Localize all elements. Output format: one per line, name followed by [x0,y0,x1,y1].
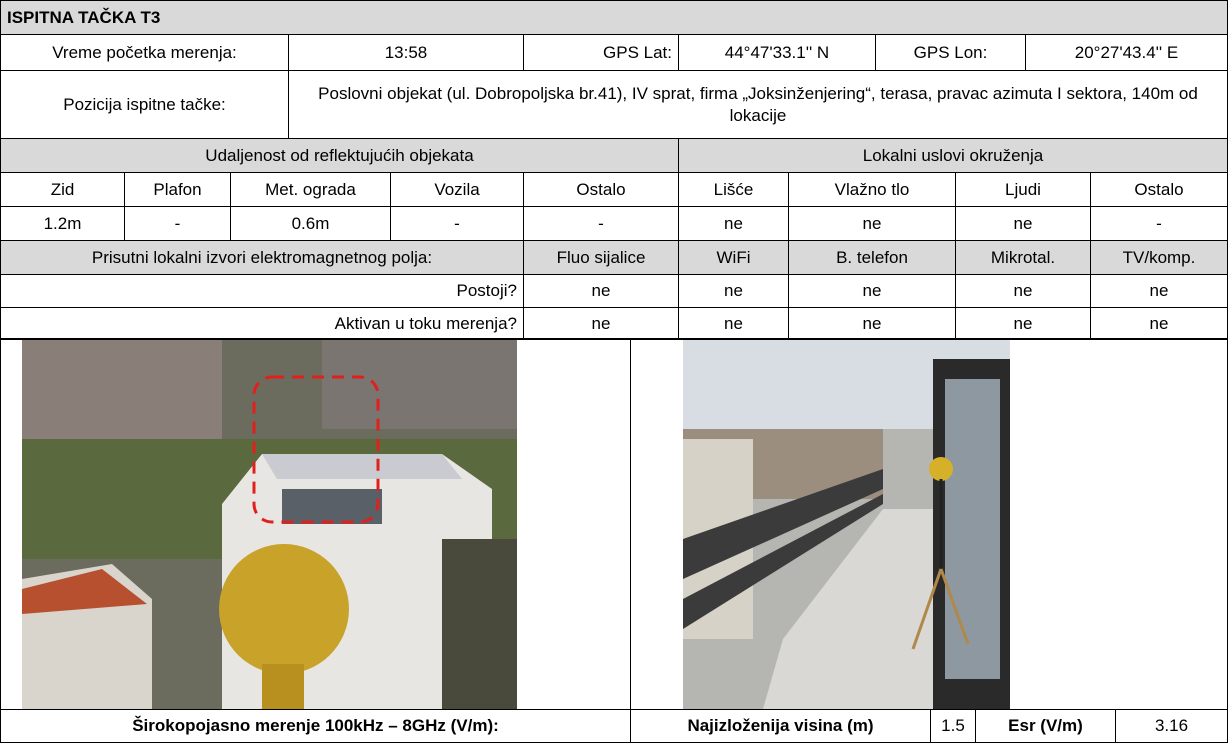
column-header: Mikrotal. [955,240,1091,275]
value: 44°47'33.1'' N [678,34,876,71]
cell-value: ne [678,307,789,340]
label: Širokopojasno merenje 100kHz – 8GHz (V/m… [0,709,631,743]
column-header: TV/komp. [1090,240,1228,275]
column-header: Lišće [678,172,789,207]
label: GPS Lat: [523,34,679,71]
cell-value: ne [523,307,679,340]
label: Vreme početka merenja: [0,34,289,71]
cell-value: - [523,206,679,241]
column-header: Ljudi [955,172,1091,207]
label: Najizloženija visina (m) [630,709,931,743]
cell-value: ne [678,206,789,241]
column-header: B. telefon [788,240,956,275]
cell-value: ne [523,274,679,308]
cell-value: ne [1090,307,1228,340]
cell-value: ne [788,274,956,308]
column-header: Plafon [124,172,231,207]
cell-value: ne [955,274,1091,308]
section-header: Prisutni lokalni izvori elektromagnetnog… [0,240,524,275]
column-header: Ostalo [1090,172,1228,207]
label: GPS Lon: [875,34,1026,71]
photo-antenna [22,339,517,709]
cell-value: ne [788,206,956,241]
value: Poslovni objekat (ul. Dobropoljska br.41… [288,70,1228,139]
column-header: Ostalo [523,172,679,207]
cell-value: ne [678,274,789,308]
section-header: Lokalni uslovi okruženja [678,138,1228,173]
column-header: Vozila [390,172,524,207]
photo-terrace [683,339,1010,709]
cell-value: - [390,206,524,241]
value: 1.5 [930,709,976,743]
cell-value: 1.2m [0,206,125,241]
section-header: Udaljenost od reflektujućih objekata [0,138,679,173]
cell-value: - [124,206,231,241]
label: Esr (V/m) [975,709,1116,743]
column-header: Zid [0,172,125,207]
column-header: Fluo sijalice [523,240,679,275]
row-label: Postoji? [0,274,524,308]
cell-value: 0.6m [230,206,391,241]
cell-value: ne [1090,274,1228,308]
title: ISPITNA TAČKA T3 [0,0,1228,35]
value: 20°27'43.4'' E [1025,34,1228,71]
column-header: Met. ograda [230,172,391,207]
column-header: WiFi [678,240,789,275]
cell-value: ne [955,307,1091,340]
cell-value: ne [788,307,956,340]
cell-value: - [1090,206,1228,241]
value: 13:58 [288,34,524,71]
label: Pozicija ispitne tačke: [0,70,289,139]
cell-value: ne [955,206,1091,241]
column-header: Vlažno tlo [788,172,956,207]
row-label: Aktivan u toku merenja? [0,307,524,340]
value: 3.16 [1115,709,1228,743]
